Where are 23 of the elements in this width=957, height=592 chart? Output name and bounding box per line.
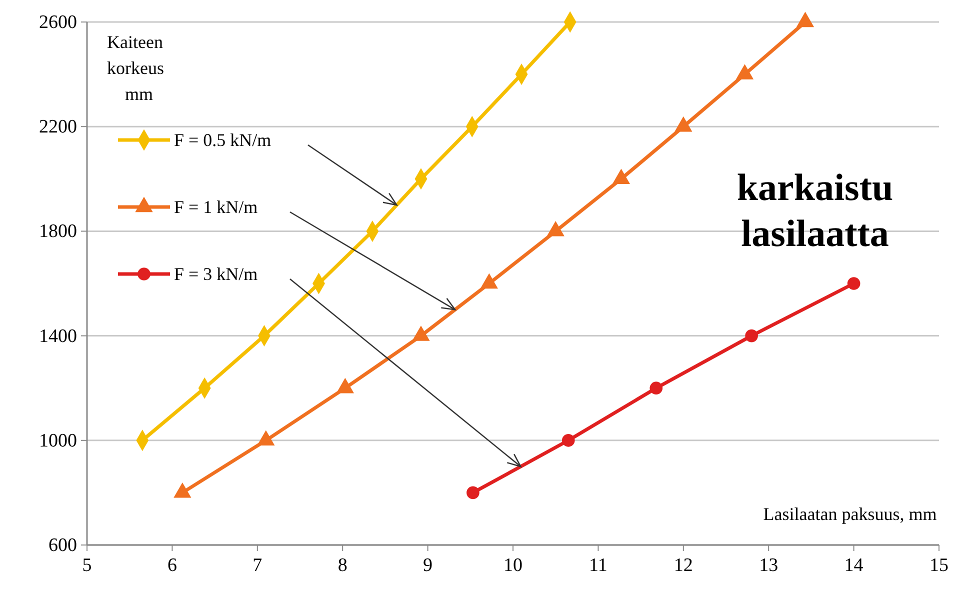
x-tick-label: 12 (674, 555, 693, 576)
y-tick-label: 2200 (39, 116, 77, 138)
legend-label: F = 0.5 kN/m (174, 130, 272, 150)
y-tick-label: 1000 (39, 430, 77, 452)
y-axis-title: Kaiteen korkeus mm (107, 32, 164, 104)
legend-label: F = 3 kN/m (174, 264, 258, 284)
x-tick-label: 14 (844, 555, 864, 576)
legend-label: F = 1 kN/m (174, 197, 258, 217)
x-tick-label: 15 (930, 555, 948, 576)
x-tick-label: 11 (589, 555, 608, 576)
y-tick-label: 600 (48, 535, 77, 556)
x-tick-label: 5 (82, 555, 92, 576)
y-tick-label: 1400 (39, 326, 77, 347)
x-tick-label: 8 (338, 555, 348, 576)
x-tick-label: 6 (167, 555, 177, 576)
x-tick-label: 13 (759, 555, 778, 576)
x-tick-label: 10 (504, 555, 522, 576)
annotation: karkaistu lasilaatta (736, 167, 894, 255)
y-tick-label: 2600 (39, 12, 77, 33)
x-tick-label: 9 (423, 555, 433, 576)
y-tick-label: 1800 (39, 221, 77, 242)
x-tick-label: 7 (252, 555, 262, 576)
x-axis-title: Lasilaatan paksuus, mm (763, 504, 937, 524)
